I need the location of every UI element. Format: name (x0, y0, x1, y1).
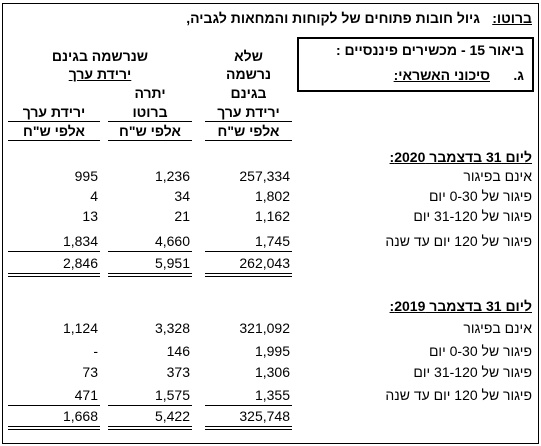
row-label: אינם בפיגור (463, 320, 532, 336)
cell-value: 1,995 (254, 343, 290, 359)
sum-rule (8, 251, 100, 252)
sum-rule (8, 405, 100, 406)
double-rule (108, 426, 192, 430)
column-header: ברוטו (132, 104, 168, 120)
group-header: שנרשמה בגינם (51, 48, 149, 64)
column-header: יתרה (134, 85, 166, 101)
cell-value: 1,575 (154, 387, 190, 403)
sum-rule (205, 405, 292, 406)
total-value: 1,668 (62, 408, 98, 424)
double-rule (8, 426, 100, 430)
note-letter: ג. (513, 67, 524, 83)
unit-label: אלפי ש"ח (217, 123, 280, 139)
row-label: פיגור של 0-30 יום (428, 343, 532, 359)
cell-value: 4,660 (154, 233, 190, 249)
total-value: 5,422 (154, 408, 190, 424)
header-rule (205, 121, 292, 122)
note-box (297, 37, 534, 92)
sum-rule (205, 251, 292, 252)
unit-label: אלפי ש"ח (119, 123, 181, 139)
cell-value: 373 (166, 364, 190, 380)
frame (2, 3, 539, 444)
cell-value: 4 (90, 188, 98, 204)
row-label: פיגור של 31-120 יום (413, 208, 532, 224)
cell-value: 21 (174, 208, 190, 224)
cell-value: 34 (174, 188, 190, 204)
row-label: פיגור של 0-30 יום (428, 188, 532, 204)
row-label: פיגור של 120 יום עד שנה (385, 387, 532, 403)
header-rule (108, 140, 192, 141)
group-header: ירידת ערך (68, 66, 132, 82)
cell-value: 3,328 (154, 320, 190, 336)
double-rule (205, 273, 292, 277)
cell-value: 1,236 (154, 168, 190, 184)
unit-label: אלפי ש"ח (23, 123, 85, 139)
cell-value: 1,162 (254, 208, 290, 224)
sum-rule (108, 405, 192, 406)
cell-value: - (93, 343, 98, 359)
title-underlined: ברוטו: (492, 10, 532, 26)
cell-value: 1,834 (62, 233, 98, 249)
column-header: ירידת ערך (22, 104, 86, 120)
cell-value: 146 (166, 343, 190, 359)
column-header: שלא (234, 48, 263, 64)
note-subject: סיכוני האשראי: (393, 67, 490, 83)
row-label: פיגור של 120 יום עד שנה (385, 233, 532, 249)
total-value: 5,951 (154, 255, 190, 271)
column-header: נרשמה (225, 66, 271, 82)
column-header: בגינם (230, 85, 267, 101)
cell-value: 1,124 (62, 320, 98, 336)
row-label: אינם בפיגור (463, 168, 532, 184)
header-rule (108, 121, 192, 122)
cell-value: 1,802 (254, 188, 290, 204)
total-value: 2,846 (62, 255, 98, 271)
header-rule (8, 140, 100, 141)
cell-value: 471 (74, 387, 98, 403)
row-label: פיגור של 31-120 יום (413, 364, 532, 380)
cell-value: 1,355 (254, 387, 290, 403)
double-rule (8, 273, 100, 277)
section-title: ליום 31 בדצמבר 2019: (389, 298, 532, 314)
cell-value: 1,306 (254, 364, 290, 380)
title: גיול חובות פתוחים של לקוחות והמחאות לגבי… (186, 10, 480, 26)
header-rule (8, 121, 100, 122)
cell-value: 73 (82, 364, 98, 380)
sum-rule (108, 251, 192, 252)
total-value: 262,043 (239, 255, 290, 271)
cell-value: 995 (74, 168, 98, 184)
cell-value: 257,334 (239, 168, 290, 184)
double-rule (205, 426, 292, 430)
cell-value: 1,745 (254, 233, 290, 249)
double-rule (108, 273, 192, 277)
section-title: ליום 31 בדצמבר 2020: (389, 149, 532, 165)
cell-value: 321,092 (239, 320, 290, 336)
column-header: ירידת ערך (217, 104, 280, 120)
cell-value: 13 (82, 208, 98, 224)
header-rule (205, 140, 292, 141)
note-heading: ביאור 15 - מכשירים פיננסיים : (335, 42, 524, 58)
total-value: 325,748 (239, 408, 290, 424)
